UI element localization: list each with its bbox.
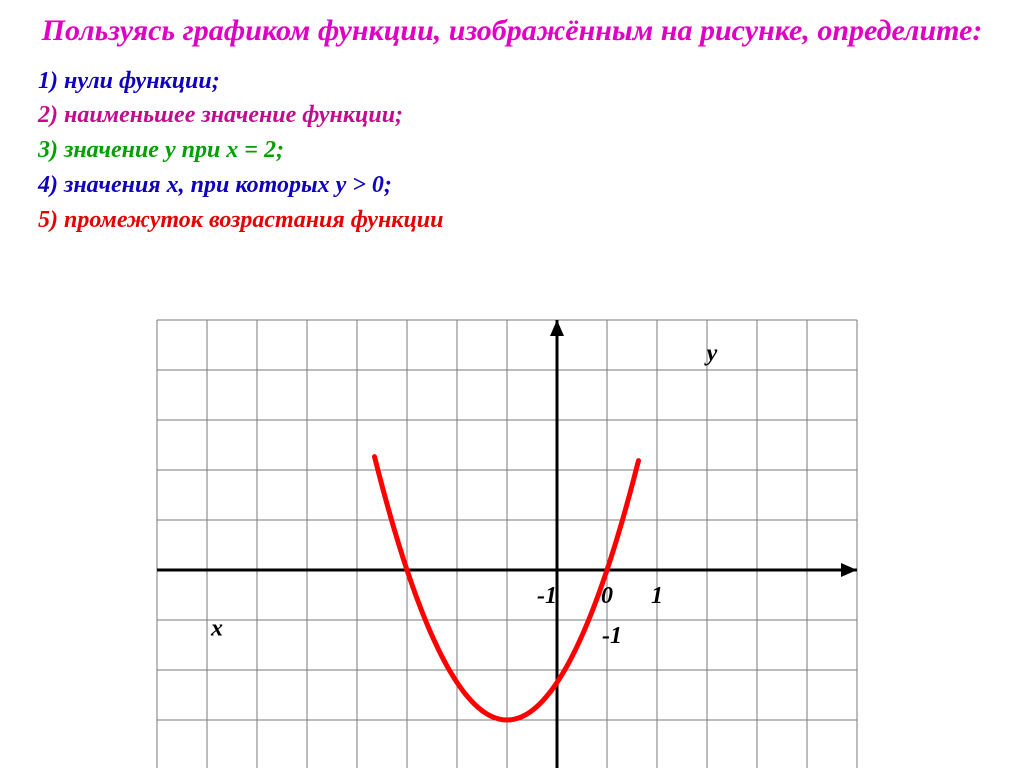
arrowhead-x (841, 563, 857, 577)
axis-label-y: y (704, 341, 718, 367)
slide-title: Пользуясь графиком функции, изображённым… (30, 12, 994, 50)
label-tick-neg1y: -1 (602, 623, 622, 649)
question-4: 4) значения x, при которых y > 0; (38, 168, 994, 203)
axis-label-x: x (210, 616, 223, 642)
question-3: 3) значение y при x = 2; (38, 133, 994, 168)
label-tick-neg1x: -1 (537, 583, 557, 609)
slide: Пользуясь графиком функции, изображённым… (0, 0, 1024, 768)
label-origin: 0 (601, 583, 613, 609)
label-tick-1x: 1 (651, 583, 663, 609)
question-2: 2) наименьшее значение функции; (38, 98, 994, 133)
question-list: 1) нули функции; 2) наименьшее значение … (30, 64, 994, 238)
question-1: 1) нули функции; (38, 64, 994, 99)
question-5: 5) промежуток возрастания функции (38, 203, 994, 238)
chart-svg: y 0 -1 1 -1 x (137, 300, 877, 768)
function-chart: y 0 -1 1 -1 x (137, 300, 887, 768)
arrowhead-y (550, 320, 564, 336)
grid (157, 320, 857, 768)
